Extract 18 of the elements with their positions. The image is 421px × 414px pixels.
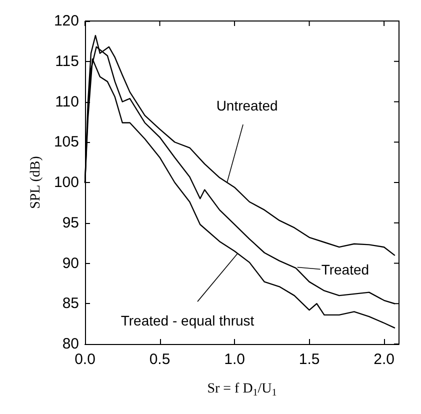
x-tick-label: 2.0 (374, 351, 394, 368)
y-tick-label: 90 (62, 254, 79, 272)
x-tick-label: 1.5 (298, 351, 320, 368)
annotation: Treated - equal thrust (120, 312, 254, 329)
y-tick-label: 95 (62, 214, 79, 232)
x-tick-label: 0.0 (74, 351, 96, 368)
y-tick-label: 105 (54, 134, 79, 151)
x-tick-label: 0.5 (149, 351, 170, 368)
x-tick-label: 1.0 (224, 351, 245, 368)
y-tick-label: 110 (55, 93, 79, 110)
y-tick-label: 115 (55, 52, 79, 70)
y-tick-label: 100 (54, 174, 79, 191)
annotation: Treated (321, 261, 370, 278)
y-tick-label: 80 (62, 336, 79, 352)
y-tick-label: 120 (54, 12, 79, 30)
annotation: Untreated (216, 98, 278, 114)
y-axis-title: SPL (dB) (28, 156, 44, 209)
y-tick-label: 85 (62, 295, 79, 312)
